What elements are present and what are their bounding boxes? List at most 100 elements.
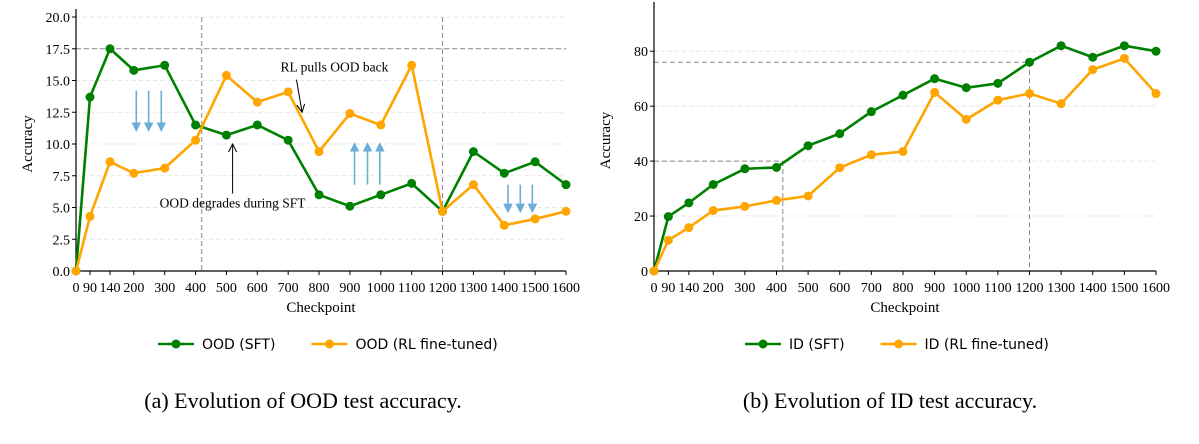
data-point (740, 164, 750, 174)
x-tick-label: 140 (100, 281, 121, 296)
x-axis-label: Checkpoint (870, 300, 940, 316)
series-line-1 (652, 44, 1157, 272)
data-point (993, 95, 1003, 105)
data-point (530, 157, 540, 167)
data-point (407, 178, 417, 188)
data-point (252, 120, 262, 130)
data-point (129, 65, 139, 75)
x-tick-label: 200 (703, 281, 724, 296)
x-tick-label: 500 (216, 281, 237, 296)
data-point (85, 211, 95, 221)
y-tick-label: 20 (634, 210, 648, 225)
x-tick-label: 900 (924, 281, 945, 296)
data-point (930, 74, 940, 84)
x-tick-label: 1300 (459, 281, 487, 296)
data-point (160, 163, 170, 173)
x-tick-label: 1500 (521, 281, 549, 296)
data-point (530, 214, 540, 224)
legend-marker (894, 339, 904, 349)
data-point (468, 180, 478, 190)
data-point (407, 60, 417, 70)
x-tick-label: 1400 (490, 281, 518, 296)
x-tick-label: 1300 (1047, 281, 1075, 296)
data-point (105, 44, 115, 54)
data-point (740, 201, 750, 211)
x-tick-label: 400 (766, 281, 787, 296)
data-point (771, 162, 781, 172)
legend: ID (SFT) ID (RL fine-tuned) (745, 337, 1049, 353)
x-tick-label: 400 (185, 281, 206, 296)
data-point (1056, 99, 1066, 109)
data-point (314, 147, 324, 157)
data-point (1119, 53, 1129, 63)
x-tick-label: 500 (798, 281, 819, 296)
data-point (345, 109, 355, 119)
data-point (252, 97, 262, 107)
y-axis-label: Accuracy (598, 111, 614, 169)
y-tick-label: 80 (634, 45, 648, 60)
data-point (835, 129, 845, 139)
y-tick-label: 5.0 (53, 202, 71, 217)
legend-label: ID (RL fine-tuned) (925, 337, 1049, 353)
caption: (a) Evolution of OOD test accuracy. (144, 388, 461, 413)
legend-marker (758, 339, 768, 349)
data-point (345, 201, 355, 211)
data-point (708, 206, 718, 216)
data-point (1119, 41, 1129, 51)
data-point (376, 120, 386, 130)
data-point (866, 150, 876, 160)
y-tick-label: 40 (634, 155, 648, 170)
legend-label: ID (SFT) (789, 337, 845, 353)
data-point (499, 220, 509, 230)
data-point (71, 266, 81, 276)
x-tick-label: 140 (678, 281, 699, 296)
data-point (803, 191, 813, 201)
data-point (191, 120, 201, 130)
data-point (221, 130, 231, 140)
data-point (160, 60, 170, 70)
x-tick-label: 1100 (984, 281, 1011, 296)
y-tick-label: 0 (641, 265, 648, 280)
data-point (961, 114, 971, 124)
y-tick-label: 12.5 (46, 106, 71, 121)
x-tick-label: 200 (123, 281, 144, 296)
x-tick-label: 90 (661, 281, 675, 296)
x-tick-label: 1000 (367, 281, 395, 296)
legend: OOD (SFT) OOD (RL fine-tuned) (158, 337, 498, 353)
data-point (438, 206, 448, 216)
x-tick-label: 800 (309, 281, 330, 296)
data-point (663, 235, 673, 245)
data-point (1088, 52, 1098, 62)
x-tick-label: 1600 (552, 281, 580, 296)
legend-label: OOD (RL fine-tuned) (355, 337, 497, 353)
legend-marker (171, 339, 181, 349)
y-tick-label: 2.5 (53, 233, 71, 248)
x-tick-label: 600 (829, 281, 850, 296)
y-tick-label: 17.5 (46, 43, 71, 58)
data-point (561, 180, 571, 190)
x-tick-label: 1000 (952, 281, 980, 296)
data-point (1024, 89, 1034, 99)
data-point (1088, 65, 1098, 75)
data-point (961, 83, 971, 93)
data-point (684, 223, 694, 233)
data-point (803, 141, 813, 151)
data-point (1151, 89, 1161, 99)
x-axis-label: Checkpoint (286, 300, 356, 316)
data-point (866, 107, 876, 117)
x-tick-label: 90 (83, 281, 97, 296)
x-tick-label: 1400 (1079, 281, 1107, 296)
x-tick-label: 700 (861, 281, 882, 296)
x-tick-label: 600 (247, 281, 268, 296)
x-tick-label: 700 (278, 281, 299, 296)
annotation-text: OOD degrades during SFT (160, 196, 307, 211)
chart-panel-1: 0.0 2.5 5.0 7.5 10.0 12.5 15.0 17.5 20.0 0 90 140 20… (20, 9, 580, 413)
data-point (85, 92, 95, 102)
caption: (b) Evolution of ID test accuracy. (743, 388, 1037, 413)
series-line-2 (652, 56, 1157, 272)
data-point (283, 87, 293, 97)
data-point (898, 90, 908, 100)
data-point (376, 190, 386, 200)
